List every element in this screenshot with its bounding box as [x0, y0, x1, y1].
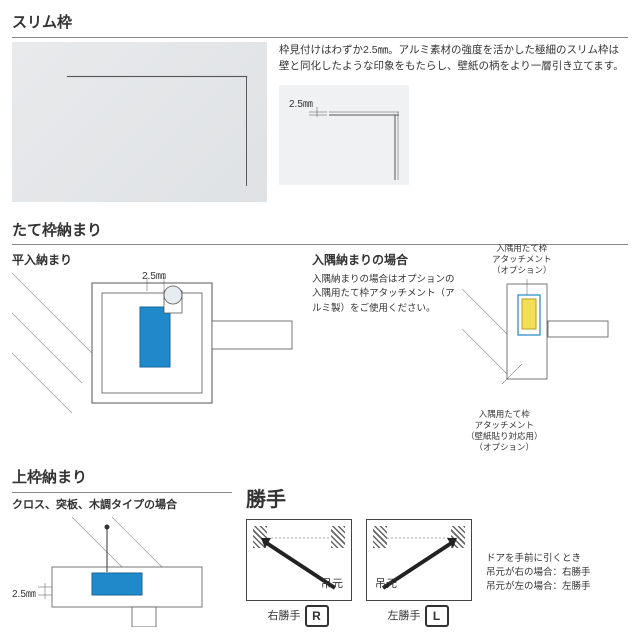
topframe-sub: クロス、突板、木調タイプの場合 [12, 497, 232, 514]
topframe-diagram [12, 517, 232, 627]
katte-note-2: 吊元が右の場合：右勝手 [486, 566, 591, 580]
katte-title: 勝手 [246, 485, 628, 515]
right-hand-diagram: 吊元 右勝手 R [246, 519, 350, 627]
left-hand-label: 左勝手 [388, 608, 421, 625]
vframe-flat-diagram [12, 273, 302, 423]
attach-top-label: 入隅用たて枠 アタッチメント （オプション） [492, 243, 552, 276]
vframe-corner-title: 入隅納まりの場合 [312, 251, 462, 269]
slim-desc: 枠見付けはわずか2.5㎜。アルミ素材の強度を活かした極細のスリム枠は壁と同化した… [267, 42, 628, 76]
topframe-dim: 2.5㎜ [12, 587, 36, 602]
vframe-flat-label: 平入納まり [12, 251, 302, 269]
right-hand-label: 右勝手 [268, 608, 301, 625]
vframe-dim: 2.5㎜ [142, 269, 166, 284]
katte-note: ドアを手前に引くとき 吊元が右の場合：右勝手 吊元が左の場合：左勝手 [486, 552, 591, 595]
hinge-l: 吊元 [375, 576, 397, 593]
l-box: L [425, 605, 449, 627]
slim-mini-diagram: 2.5㎜ [279, 85, 409, 185]
left-hand-diagram: 吊元 左勝手 L [366, 519, 470, 627]
vframe-left: 平入納まり 2.5㎜ [12, 251, 302, 449]
slim-title: スリム枠 [12, 12, 628, 38]
slim-photo [12, 42, 267, 202]
katte-note-3: 吊元が左の場合：左勝手 [486, 580, 591, 594]
vframe-row: 平入納まり 2.5㎜ [12, 251, 628, 449]
vframe-corner-desc: 入隅納まりの場合はオプションの入隅用たて枠アタッチメント（アルミ製）をご使用くだ… [312, 273, 462, 316]
attach-bottom-label: 入隅用たて枠 アタッチメント （壁紙貼り対応用） （オプション） [466, 409, 543, 453]
slim-right: 枠見付けはわずか2.5㎜。アルミ素材の強度を活かした極細のスリム枠は壁と同化した… [267, 42, 628, 202]
slim-row: 枠見付けはわずか2.5㎜。アルミ素材の強度を活かした極細のスリム枠は壁と同化した… [12, 42, 628, 202]
katte-section: 勝手 吊元 右勝手 R [246, 467, 628, 627]
topframe-col: 上枠納まり クロス、突板、木調タイプの場合 2.5㎜ [12, 467, 232, 627]
vframe-title: たて枠納まり [12, 220, 628, 246]
hinge-r: 吊元 [321, 576, 343, 593]
katte-note-1: ドアを手前に引くとき [486, 552, 591, 566]
topframe-title: 上枠納まり [12, 467, 232, 493]
r-box: R [305, 605, 329, 627]
vframe-right: 入隅納まりの場合 入隅納まりの場合はオプションの入隅用たて枠アタッチメント（アル… [302, 251, 628, 449]
